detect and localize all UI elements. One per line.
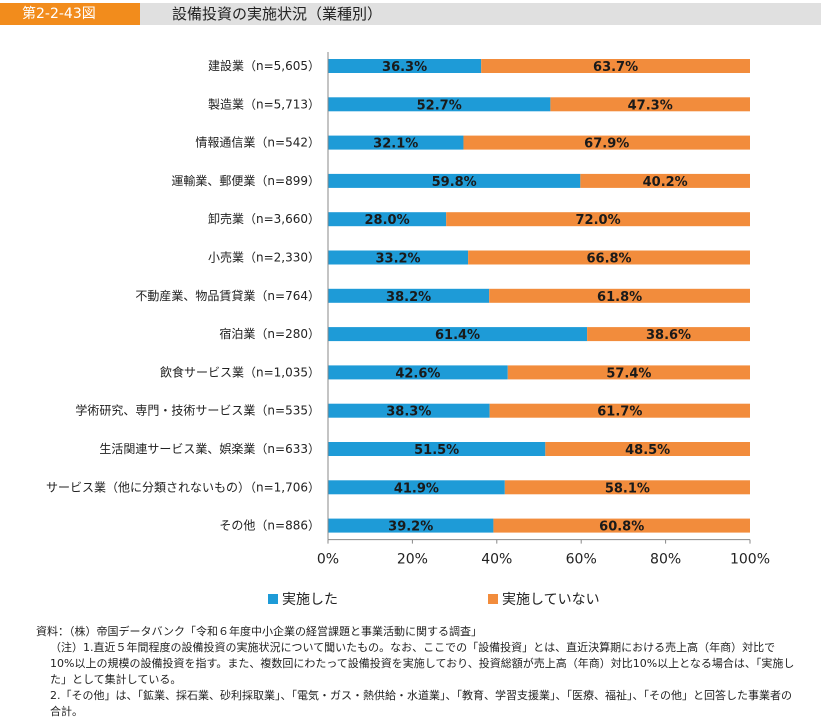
category-label: 飲食サービス業（n=1,035） [160,364,320,379]
bar-segment [328,212,447,227]
category-label: その他（n=886） [219,519,320,533]
data-label: 33.2% [375,252,420,267]
data-label: 42.6% [395,366,440,381]
source-note: 資料：（株）帝国データバンク「令和６年度中小企業の経営課題と事業活動に関する調査… [36,625,483,638]
figure-title: 設備投資の実施状況（業種別） [140,3,821,25]
bar-segment [489,403,750,418]
stacked-bar-chart: 建設業（n=5,605） 36.3% 63.7% 製造業（n=5,713） 52.7% 4… [46,52,770,608]
bar-segment [463,135,750,150]
category-label: 宿泊業（n=280） [219,326,320,341]
x-tick-label: 100% [730,552,770,568]
data-label: 39.2% [388,520,433,535]
bar-segment [507,365,750,380]
bar-segment [328,442,546,456]
figure-number: 第2-2-43図 [0,3,140,25]
category-label: 情報通信業（n=542） [195,136,320,150]
bar-segment [328,403,490,418]
category-label: 学術研究、専門・技術サービス業（n=535） [75,403,320,418]
data-label: 38.2% [386,290,431,305]
bar-segment [328,97,551,112]
x-tick-label: 0% [317,552,339,568]
data-label: 57.4% [606,366,651,381]
bar-segment [328,59,482,73]
category-label: サービス業（他に分類されないもの）（n=1,706） [46,480,320,494]
x-tick-label: 20% [397,552,428,568]
bar-segment [328,250,469,265]
bar-segment [545,442,750,456]
data-label: 58.1% [605,481,650,496]
data-label: 51.5% [414,443,459,458]
category-label: 小売業（n=2,330） [208,250,320,265]
bar-segment [328,518,494,533]
category-label: 建設業（n=5,605） [208,58,320,73]
data-label: 72.0% [576,213,621,228]
data-label: 61.4% [435,328,480,343]
data-label: 48.5% [625,443,670,458]
data-label: 63.7% [593,60,638,75]
data-label: 61.8% [597,290,642,305]
bar-segment [328,365,508,380]
data-label: 32.1% [373,137,418,152]
data-label: 38.3% [386,405,431,420]
bar-segment [328,480,505,495]
bar-segment [481,59,750,73]
legend-label: 実施していない [502,592,600,608]
data-label: 28.0% [365,213,410,228]
data-label: 61.7% [597,405,642,420]
bar-segment [587,327,750,342]
bar-segment [328,135,464,150]
data-label: 60.8% [599,520,644,535]
bar-segment [550,97,750,112]
category-label: 不動産業、物品賃貸業（n=764） [135,288,320,303]
category-label: 生活関連サービス業、娯楽業（n=633） [99,442,320,456]
data-label: 59.8% [432,175,477,190]
legend-label: 実施した [282,592,338,608]
x-tick-label: 40% [481,552,512,568]
bar-segment [328,327,588,342]
footnote-1: （注）1.直近５年間程度の設備投資の実施状況について聞いたもの。なお、ここでの「… [50,641,795,686]
bar-segment [493,518,750,533]
bar-segment [468,250,750,265]
category-label: 運輸業、郵便業（n=899） [171,173,320,188]
figure-header: 第2-2-43図 設備投資の実施状況（業種別） [0,0,821,28]
legend-swatch [268,594,278,604]
bar-segment [580,173,750,188]
data-label: 52.7% [417,98,462,113]
category-label: 製造業（n=5,713） [208,97,320,111]
category-label: 卸売業（n=3,660） [208,211,320,226]
data-label: 47.3% [628,98,673,113]
legend-swatch [488,594,498,604]
data-label: 38.6% [646,328,691,343]
footnote-2: 2.「その他」は、「鉱業、採石業、砂利採取業」、「電気・ガス・熱供給・水道業」、… [50,689,792,718]
data-label: 40.2% [643,175,688,190]
data-label: 36.3% [382,60,427,75]
footnotes: 資料：（株）帝国データバンク「令和６年度中小企業の経営課題と事業活動に関する調査… [36,624,796,720]
bar-segment [328,173,581,188]
bar-segment [446,212,750,227]
x-tick-label: 80% [650,552,681,568]
x-tick-label: 60% [566,552,597,568]
data-label: 41.9% [394,481,439,496]
data-label: 67.9% [584,137,629,152]
bar-segment [328,288,490,303]
bar-segment [489,288,750,303]
bar-segment [504,480,750,495]
data-label: 66.8% [586,252,631,267]
